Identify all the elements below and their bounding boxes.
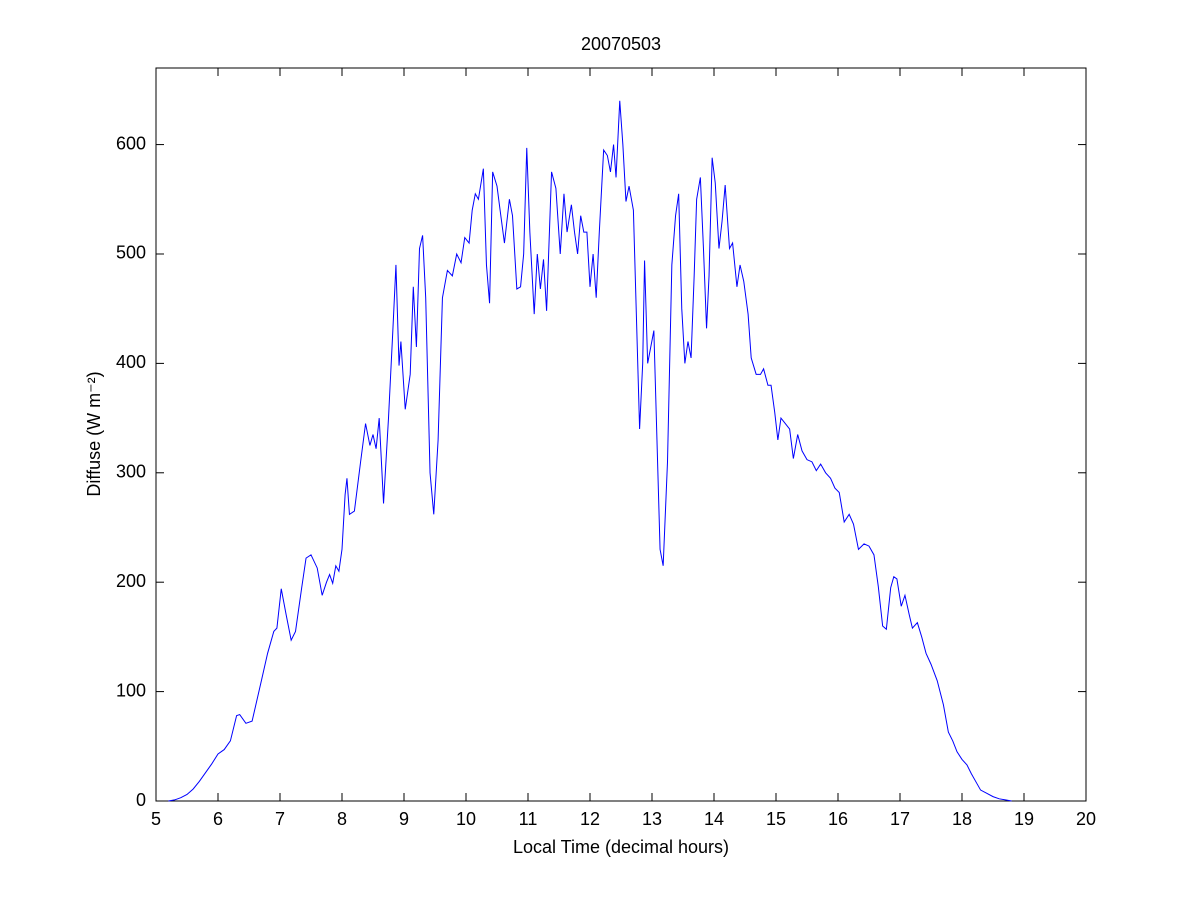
x-tick-label: 8 — [337, 809, 347, 829]
x-tick-label: 15 — [766, 809, 786, 829]
data-line — [168, 100, 1012, 802]
x-tick-label: 7 — [275, 809, 285, 829]
x-tick-label: 6 — [213, 809, 223, 829]
y-tick-label: 500 — [116, 243, 146, 263]
x-tick-label: 16 — [828, 809, 848, 829]
x-tick-label: 17 — [890, 809, 910, 829]
y-tick-label: 400 — [116, 352, 146, 372]
x-tick-label: 10 — [456, 809, 476, 829]
y-tick-label: 200 — [116, 571, 146, 591]
chart-title: 20070503 — [581, 34, 661, 54]
x-tick-label: 9 — [399, 809, 409, 829]
y-tick-label: 100 — [116, 680, 146, 700]
x-tick-label: 5 — [151, 809, 161, 829]
x-tick-label: 11 — [519, 809, 538, 829]
y-tick-label: 300 — [116, 462, 146, 482]
x-tick-label: 18 — [952, 809, 972, 829]
x-tick-label: 19 — [1014, 809, 1034, 829]
x-tick-label: 14 — [704, 809, 724, 829]
x-tick-label: 12 — [580, 809, 600, 829]
x-tick-label: 13 — [642, 809, 662, 829]
x-tick-label: 20 — [1076, 809, 1096, 829]
y-axis-label: Diffuse (W m⁻²) — [84, 371, 104, 496]
y-tick-label: 0 — [136, 790, 146, 810]
y-tick-label: 600 — [116, 133, 146, 153]
plot-frame — [155, 67, 1087, 802]
x-axis-label: Local Time (decimal hours) — [513, 837, 729, 857]
